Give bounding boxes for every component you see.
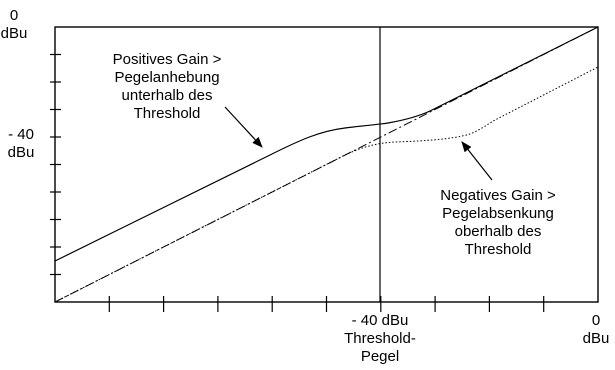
y-top-label-unit: dBu — [1, 25, 28, 42]
x-right-label-unit: dBu — [583, 330, 610, 347]
negative-gain-arrow — [461, 141, 493, 181]
negative-gain-line4: Threshold — [465, 241, 532, 258]
positive-gain-line1: Positives Gain > — [113, 51, 222, 68]
x-axis-ticks — [108, 296, 545, 312]
positive-gain-annotation: Positives Gain > Pegelanhebung unterhalb… — [113, 51, 222, 122]
y-axis-ticks — [50, 53, 61, 276]
negative-gain-annotation: Negatives Gain > Pegelabsenkung oberhalb… — [440, 187, 556, 258]
y-mid-label-value: - 40 — [8, 126, 34, 143]
positive-gain-line2: Pegelanhebung — [114, 69, 219, 86]
negative-gain-line3: oberhalb des — [455, 223, 542, 240]
y-top-label-value: 0 — [10, 7, 18, 24]
positive-gain-line3: unterhalb des — [122, 87, 213, 104]
downward-compression-curve — [54, 66, 599, 303]
x-threshold-label-name: Threshold- — [344, 330, 416, 347]
y-mid-label-unit: dBu — [8, 144, 35, 161]
positive-gain-line4: Threshold — [134, 105, 201, 122]
x-threshold-label-value: - 40 dBu — [352, 312, 409, 329]
positive-gain-arrow — [224, 106, 263, 148]
negative-gain-line1: Negatives Gain > — [440, 187, 556, 204]
negative-gain-line2: Pegelabsenkung — [442, 205, 554, 222]
x-right-label-value: 0 — [592, 312, 600, 329]
x-threshold-label-pegel: Pegel — [361, 348, 399, 365]
upward-expansion-curve — [54, 26, 599, 262]
